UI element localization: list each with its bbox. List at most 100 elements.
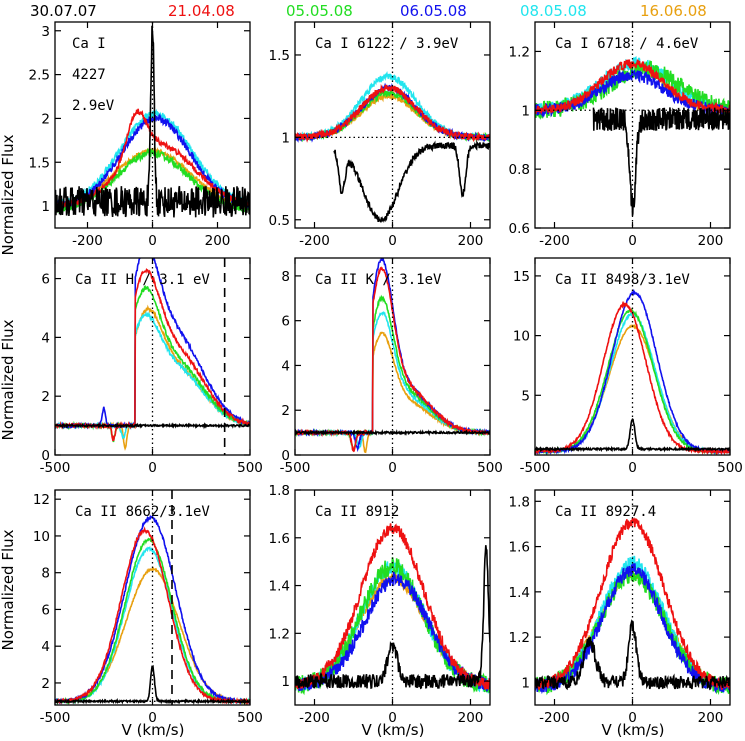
- x-tick-label: -500: [40, 710, 71, 726]
- x-tick-label: -500: [280, 460, 311, 476]
- x-tick-label: -500: [520, 460, 551, 476]
- spectrum-line: [295, 557, 490, 696]
- y-tick-label: 1.8: [509, 494, 530, 510]
- y-tick-label: 1.2: [509, 44, 530, 60]
- y-tick-label: 10: [33, 529, 50, 545]
- y-tick-label: 1: [521, 103, 530, 119]
- panel-title: Ca I 6718 / 4.6eV: [555, 36, 699, 52]
- y-tick-label: 15: [513, 269, 530, 285]
- panel-title: 2.9eV: [72, 98, 115, 114]
- x-tick-label: 0: [628, 233, 637, 249]
- y-tick-label: 1.5: [269, 48, 290, 64]
- y-tick-label: 2: [281, 403, 290, 419]
- y-tick-label: 2: [41, 111, 50, 127]
- legend-label: 05.05.08: [286, 2, 353, 20]
- legend-label: 08.05.08: [520, 2, 587, 20]
- spectrum-panel: -200 0 200 1 1.5 2 2.5 3 Ca I 4227 2.9eV: [29, 21, 251, 249]
- spectrum-line: [535, 418, 730, 453]
- spectrum-panel: -200 0 200 0.6 0.8 1 1.2 Ca I 6718 / 4.6eV: [509, 21, 731, 249]
- spectrum-line: [295, 428, 490, 437]
- y-tick-label: 1.5: [29, 155, 50, 171]
- panel-title: Ca II K / 3.1eV: [315, 272, 442, 288]
- y-axis-label: Normalized Flux: [0, 319, 17, 440]
- y-tick-label: 4: [41, 639, 50, 655]
- x-tick-label: 200: [698, 710, 724, 726]
- panel-title: Ca II 8912: [315, 504, 399, 520]
- legend-label: 06.05.08: [400, 2, 467, 20]
- y-tick-label: 1: [281, 130, 290, 146]
- y-tick-label: 0.8: [509, 162, 530, 178]
- x-tick-label: 0: [388, 710, 397, 726]
- panel-title: Ca I: [72, 36, 106, 52]
- spectrum-line: [333, 140, 490, 224]
- spectrum-panel: -500 0 500 2 4 6 8 10 12 Ca II 8662/3.1eV: [33, 489, 263, 726]
- spectrum-panel: -200 0 200 0.5 1 1.5 Ca I 6122 / 3.9eV: [269, 21, 491, 249]
- spectrum-line: [55, 285, 250, 443]
- y-tick-label: 6: [41, 272, 50, 288]
- x-tick-label: 0: [148, 710, 157, 726]
- y-tick-label: 1.2: [509, 630, 530, 646]
- y-tick-label: 1.6: [509, 540, 530, 556]
- spectrum-line: [55, 25, 250, 218]
- spectrum-line: [295, 545, 490, 690]
- spectrum-line: [592, 107, 730, 216]
- panel-title: Ca II 8498/3.1eV: [555, 272, 690, 288]
- x-axis-label: V (km/s): [362, 721, 425, 739]
- x-axis-label: V (km/s): [602, 721, 665, 739]
- panel-title: Ca II 8927.4: [555, 504, 656, 520]
- y-tick-label: 4: [281, 358, 290, 374]
- y-tick-label: 2: [41, 389, 50, 405]
- x-tick-label: -200: [299, 233, 330, 249]
- x-tick-label: -200: [539, 710, 570, 726]
- y-tick-label: 0: [41, 448, 50, 464]
- y-tick-label: 0: [281, 448, 290, 464]
- y-tick-label: 1.2: [269, 626, 290, 642]
- panel-title: 4227: [72, 67, 106, 83]
- y-tick-label: 1.6: [269, 531, 290, 547]
- y-tick-label: 8: [281, 269, 290, 285]
- x-tick-label: -200: [299, 710, 330, 726]
- spectrum-panel: -200 0 200 1 1.2 1.4 1.6 1.8 Ca II 8927.4: [509, 489, 731, 726]
- x-axis-label: V (km/s): [122, 721, 185, 739]
- y-tick-label: 0.5: [269, 213, 290, 229]
- x-tick-label: 200: [458, 710, 484, 726]
- x-tick-label: 200: [698, 233, 724, 249]
- legend-label: 21.04.08: [168, 2, 235, 20]
- x-tick-label: 0: [388, 460, 397, 476]
- legend: 30.07.07 21.04.08 05.05.08 06.05.08 08.0…: [30, 2, 707, 20]
- y-tick-label: 6: [41, 602, 50, 618]
- y-tick-label: 1.4: [269, 579, 290, 595]
- legend-label: 30.07.07: [30, 2, 97, 20]
- panel-title: Ca I 6122 / 3.9eV: [315, 36, 459, 52]
- y-tick-label: 1: [41, 199, 50, 215]
- x-tick-label: 500: [237, 460, 263, 476]
- spectrum-panel: -500 0 500 5 10 15 Ca II 8498/3.1eV: [513, 257, 743, 476]
- spectrum-panel: -200 0 200 1 1.2 1.4 1.6 1.8 Ca II 8912: [269, 483, 491, 726]
- x-tick-label: 0: [388, 233, 397, 249]
- spectrum-line: [295, 523, 490, 691]
- y-tick-label: 2: [41, 676, 50, 692]
- y-tick-label: 1.4: [509, 585, 530, 601]
- spectrum-line: [55, 526, 250, 705]
- x-tick-label: 0: [628, 460, 637, 476]
- y-axis-label: Normalized Flux: [0, 134, 17, 255]
- x-tick-label: 500: [237, 710, 263, 726]
- y-tick-label: 4: [41, 330, 50, 346]
- panel-title: Ca II 8662/3.1eV: [75, 504, 210, 520]
- x-tick-label: -500: [40, 460, 71, 476]
- x-tick-label: -200: [72, 233, 103, 249]
- y-tick-label: 10: [513, 329, 530, 345]
- y-axis-label: Normalized Flux: [0, 529, 17, 650]
- y-tick-label: 3: [41, 24, 50, 40]
- spectrum-line: [535, 310, 730, 455]
- spectrum-line: [535, 619, 730, 691]
- x-tick-label: 0: [148, 460, 157, 476]
- y-tick-label: 5: [521, 388, 530, 404]
- x-tick-label: 0: [628, 710, 637, 726]
- x-tick-label: 200: [205, 233, 231, 249]
- x-tick-label: -200: [539, 233, 570, 249]
- spectrum-line: [295, 83, 490, 143]
- x-tick-label: 500: [717, 460, 743, 476]
